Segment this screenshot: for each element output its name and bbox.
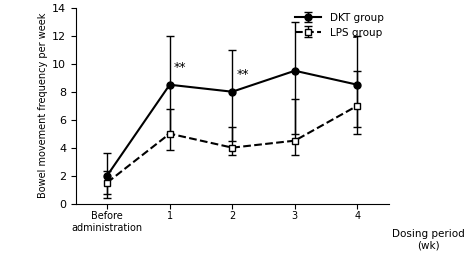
Text: Dosing period
(wk): Dosing period (wk) [392, 229, 465, 251]
Y-axis label: Bowel movement frequency per week: Bowel movement frequency per week [38, 13, 48, 198]
Text: **: ** [174, 61, 187, 74]
Legend: DKT group, LPS group: DKT group, LPS group [295, 13, 383, 38]
Text: **: ** [237, 68, 249, 81]
